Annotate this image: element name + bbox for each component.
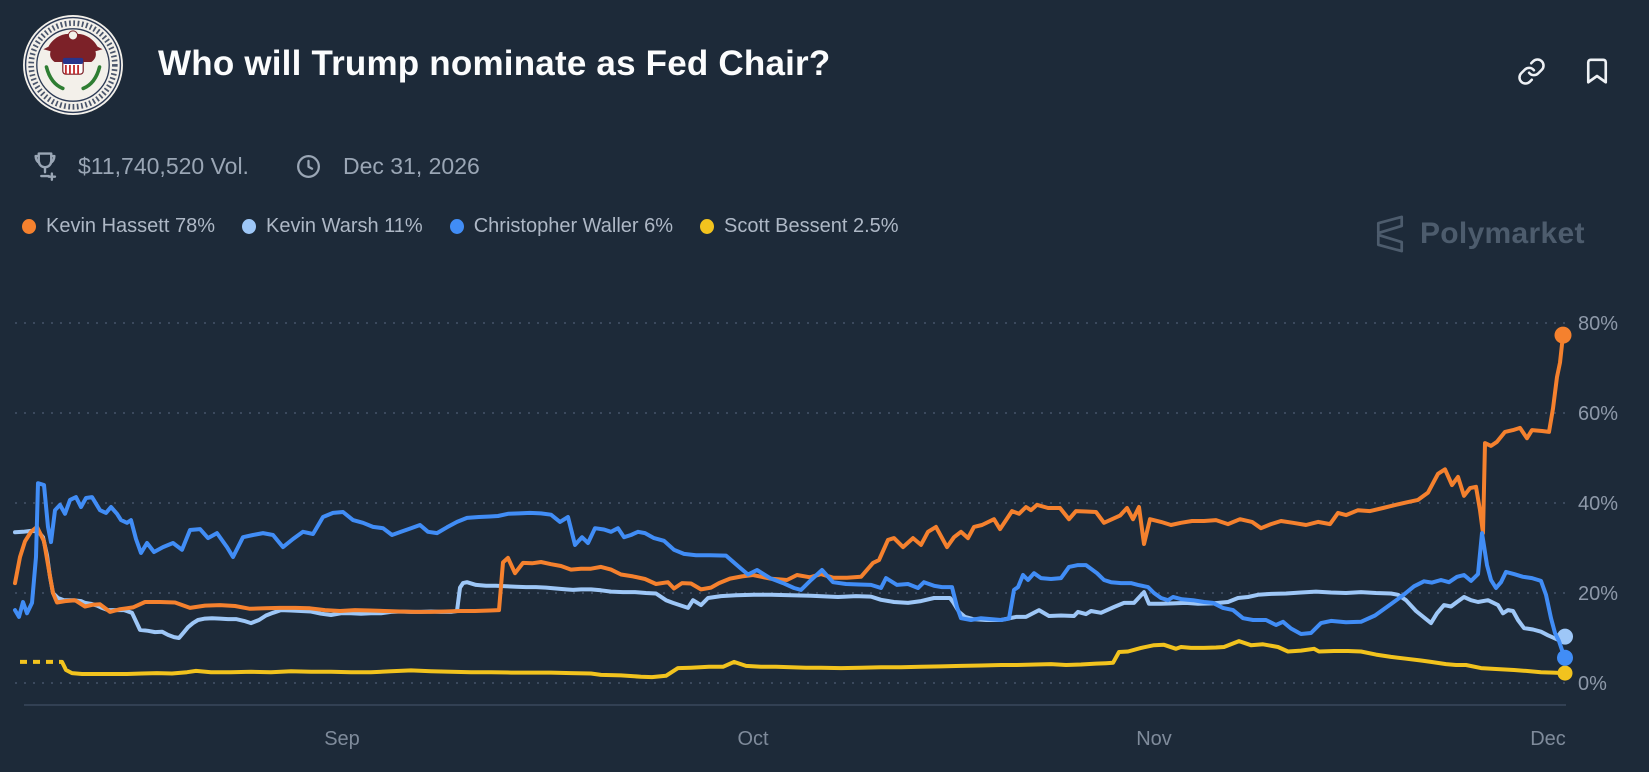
legend-dot-icon [449, 219, 464, 234]
legend-item-label: Christopher Waller 6% [473, 215, 674, 237]
volume-text: $11,740,520 Vol. [78, 152, 249, 179]
series-end-dot-scott-bessent [1557, 665, 1573, 681]
series-line-scott-bessent [60, 639, 1567, 680]
y-tick-label: 0% [1578, 673, 1607, 695]
legend-dot-icon [241, 219, 256, 234]
legend-item-scott-bessent[interactable]: Scott Bessent 2.5% [700, 215, 899, 238]
series-line-christopher-waller [13, 481, 1567, 660]
x-tick-label: Oct [737, 728, 769, 750]
series-end-dot-christopher-waller [1557, 649, 1573, 666]
y-tick-label: 60% [1578, 403, 1618, 425]
bookmark-icon [1586, 58, 1608, 84]
legend-item-label: Kevin Warsh 11% [265, 215, 423, 237]
polymarket-watermark: Polymarket [1372, 214, 1585, 254]
legend-item-kevin-hassett[interactable]: Kevin Hassett 78% [22, 215, 215, 238]
page-title: Who will Trump nominate as Fed Chair? [158, 44, 831, 83]
legend-dot-icon [22, 219, 36, 234]
y-tick-label: 80% [1578, 313, 1618, 335]
legend-item-label: Scott Bessent 2.5% [724, 215, 899, 237]
federal-reserve-seal-icon [23, 15, 123, 115]
end-date-text: Dec 31, 2026 [342, 152, 480, 179]
series-end-dot-kevin-warsh [1557, 628, 1573, 645]
clock-icon [295, 149, 325, 183]
series-line-kevin-hassett [13, 333, 1565, 614]
legend-item-christopher-waller[interactable]: Christopher Waller 6% [449, 215, 674, 238]
x-tick-label: Sep [324, 728, 360, 750]
y-tick-label: 20% [1578, 583, 1618, 605]
series-line-kevin-warsh [13, 528, 1567, 642]
legend-dot-icon [700, 219, 715, 234]
outcome-legend: Kevin Hassett 78% Kevin Warsh 11% Christop… [22, 215, 899, 238]
series-end-dot-kevin-hassett [1554, 326, 1572, 344]
link-icon [1517, 57, 1545, 85]
polymarket-logo-icon [1376, 215, 1404, 253]
copy-link-button[interactable] [1515, 55, 1547, 87]
bookmark-button[interactable] [1581, 55, 1613, 87]
trophy-icon [30, 149, 60, 183]
x-tick-label: Nov [1136, 728, 1172, 750]
legend-item-kevin-warsh[interactable]: Kevin Warsh 11% [241, 215, 423, 238]
y-tick-label: 40% [1578, 493, 1618, 515]
watermark-label: Polymarket [1420, 217, 1585, 250]
x-tick-label: Dec [1530, 728, 1566, 750]
legend-item-label: Kevin Hassett 78% [46, 215, 215, 237]
